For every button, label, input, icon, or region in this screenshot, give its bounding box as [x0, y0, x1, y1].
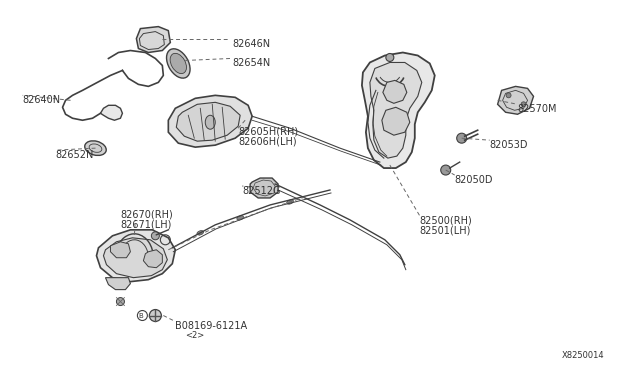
Polygon shape — [362, 52, 435, 168]
Text: B: B — [138, 312, 143, 318]
Polygon shape — [168, 95, 252, 147]
Text: 82640N: 82640N — [22, 95, 61, 105]
Polygon shape — [383, 80, 407, 103]
Polygon shape — [143, 250, 163, 268]
Polygon shape — [106, 278, 131, 290]
Circle shape — [441, 165, 451, 175]
Circle shape — [506, 93, 511, 98]
Text: 82606H(LH): 82606H(LH) — [238, 136, 297, 146]
Polygon shape — [370, 62, 422, 158]
Ellipse shape — [170, 53, 186, 74]
Text: 82605H(RH): 82605H(RH) — [238, 126, 298, 136]
Text: X8250014: X8250014 — [561, 352, 604, 360]
Text: 82646N: 82646N — [232, 39, 270, 49]
Circle shape — [152, 232, 159, 240]
Circle shape — [149, 310, 161, 321]
Text: 82053D: 82053D — [490, 140, 528, 150]
Ellipse shape — [237, 216, 244, 220]
Polygon shape — [498, 86, 534, 114]
Circle shape — [457, 133, 467, 143]
Circle shape — [521, 102, 526, 107]
Circle shape — [386, 54, 394, 61]
Polygon shape — [250, 178, 278, 198]
Polygon shape — [104, 238, 167, 278]
Polygon shape — [176, 102, 240, 141]
Text: 82670(RH): 82670(RH) — [120, 210, 173, 220]
Ellipse shape — [166, 49, 190, 78]
Ellipse shape — [205, 115, 215, 129]
Text: <2>: <2> — [186, 331, 205, 340]
Text: 82671(LH): 82671(LH) — [120, 220, 172, 230]
Polygon shape — [382, 107, 410, 135]
Text: 82500(RH): 82500(RH) — [420, 216, 472, 226]
Text: 82570M: 82570M — [518, 104, 557, 114]
Ellipse shape — [197, 231, 204, 235]
Circle shape — [116, 298, 124, 305]
Text: 82050D: 82050D — [454, 175, 493, 185]
Polygon shape — [97, 230, 175, 282]
Polygon shape — [100, 105, 122, 120]
Text: B08169-6121A: B08169-6121A — [175, 321, 248, 331]
Ellipse shape — [287, 200, 293, 204]
Text: 82501(LH): 82501(LH) — [420, 226, 471, 236]
Text: 82652N: 82652N — [56, 150, 94, 160]
Text: 82654N: 82654N — [232, 58, 271, 68]
Ellipse shape — [84, 141, 106, 155]
Text: 82512G: 82512G — [242, 186, 281, 196]
Polygon shape — [111, 242, 131, 258]
Polygon shape — [136, 26, 170, 52]
